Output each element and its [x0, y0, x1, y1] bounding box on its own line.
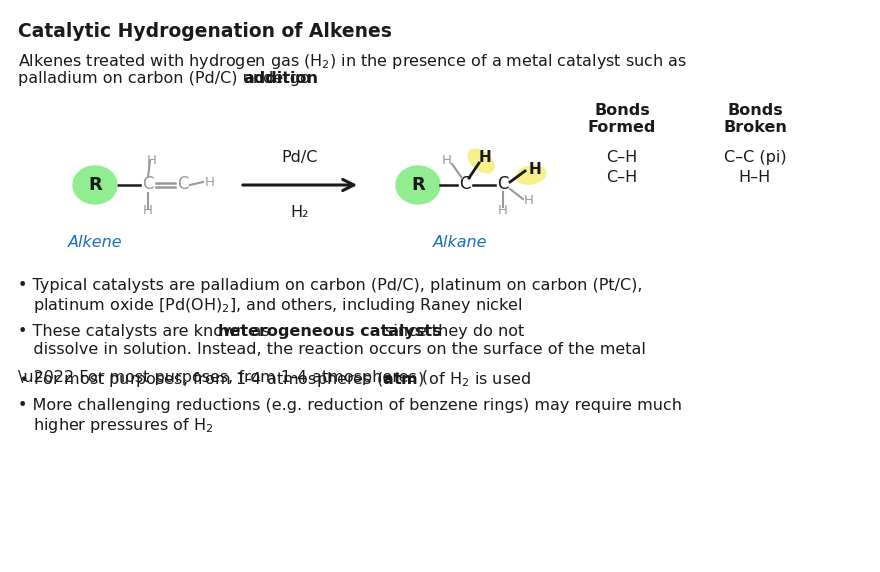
Text: C: C	[143, 175, 154, 193]
Text: \u2022 For most purposes, from 1-4 atmospheres (: \u2022 For most purposes, from 1-4 atmos…	[18, 370, 429, 385]
Text: Alkene: Alkene	[68, 235, 122, 250]
Ellipse shape	[73, 166, 117, 204]
Text: R: R	[411, 176, 425, 194]
Text: C–C (pi): C–C (pi)	[723, 150, 787, 165]
Text: H: H	[442, 153, 452, 166]
Text: C–H: C–H	[606, 150, 638, 165]
Text: H: H	[205, 176, 215, 189]
Text: H: H	[529, 162, 541, 177]
Text: heterogeneous catalysts: heterogeneous catalysts	[218, 324, 442, 339]
Text: H: H	[524, 193, 534, 206]
Text: H: H	[143, 204, 153, 216]
Text: H: H	[479, 150, 491, 165]
Text: • More challenging reductions (e.g. reduction of benzene rings) may require much: • More challenging reductions (e.g. redu…	[18, 398, 682, 413]
Text: • Typical catalysts are palladium on carbon (Pd/C), platinum on carbon (Pt/C),: • Typical catalysts are palladium on car…	[18, 278, 642, 293]
Text: palladium on carbon (Pd/C) undergo: palladium on carbon (Pd/C) undergo	[18, 71, 315, 86]
Text: C: C	[497, 175, 509, 193]
Text: Bonds
Formed: Bonds Formed	[588, 103, 656, 136]
Text: H: H	[498, 204, 508, 216]
Text: Catalytic Hydrogenation of Alkenes: Catalytic Hydrogenation of Alkenes	[18, 22, 392, 41]
Text: • These catalysts are known as: • These catalysts are known as	[18, 324, 275, 339]
Text: platinum oxide [Pd(OH)$_2$], and others, including Raney nickel: platinum oxide [Pd(OH)$_2$], and others,…	[18, 296, 523, 315]
Text: C: C	[459, 175, 471, 193]
Text: Alkane: Alkane	[433, 235, 488, 250]
Text: Pd/C: Pd/C	[282, 150, 319, 165]
Ellipse shape	[517, 166, 546, 184]
Text: $\bullet$ For most purposes, from 1-4 atmospheres ($\mathbf{atm}$) of H$_2$ is u: $\bullet$ For most purposes, from 1-4 at…	[18, 370, 531, 389]
Text: higher pressures of H$_2$: higher pressures of H$_2$	[18, 416, 214, 435]
Text: H₂: H₂	[290, 205, 309, 220]
Text: H: H	[147, 153, 157, 166]
Text: C: C	[177, 175, 188, 193]
Text: C–H: C–H	[606, 170, 638, 185]
Ellipse shape	[396, 166, 440, 204]
Text: dissolve in solution. Instead, the reaction occurs on the surface of the metal: dissolve in solution. Instead, the react…	[18, 342, 646, 357]
Text: H–H: H–H	[739, 170, 771, 185]
Text: since they do not: since they do not	[380, 324, 524, 339]
Ellipse shape	[468, 149, 494, 173]
Text: Bonds
Broken: Bonds Broken	[723, 103, 787, 136]
Text: Alkenes treated with hydrogen gas (H$_2$) in the presence of a metal catalyst su: Alkenes treated with hydrogen gas (H$_2$…	[18, 52, 687, 71]
Text: R: R	[88, 176, 102, 194]
Text: addition: addition	[243, 71, 318, 86]
